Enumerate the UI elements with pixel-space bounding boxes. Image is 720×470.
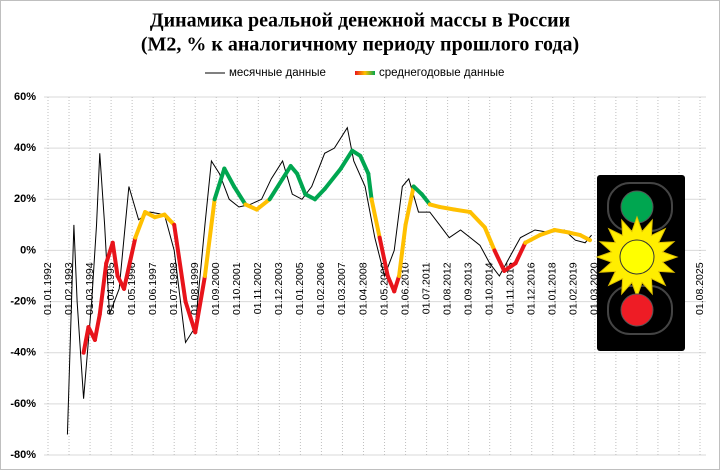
annual-line-segment <box>468 210 487 230</box>
x-tick-label: 01.10.2014 <box>483 262 495 315</box>
x-tick-label: 01.12.2003 <box>273 262 285 315</box>
annual-line-segment <box>133 210 148 240</box>
x-tick-label: 01.06.1997 <box>147 262 159 315</box>
annual-line-segment <box>267 176 285 202</box>
annual-line-segment <box>193 274 207 335</box>
x-tick-label: 01.01.2018 <box>547 262 559 315</box>
annual-line-segment <box>183 299 198 335</box>
annual-line-segment <box>366 171 374 202</box>
y-tick-label: 40% <box>14 142 36 154</box>
annual-line-segment <box>392 274 402 294</box>
annual-line-segment <box>110 240 120 278</box>
plot <box>66 126 592 435</box>
annual-line-segment <box>578 233 592 243</box>
chart-subtitle: (М2, % к аналогичному периоду прошлого г… <box>141 34 579 56</box>
x-tick-label: 01.09.2013 <box>462 262 474 315</box>
annual-line-segment <box>482 225 497 253</box>
annual-line-segment <box>358 153 371 176</box>
annual-line-segment <box>338 148 355 171</box>
annual-line-segment <box>537 227 557 238</box>
annual-line-segment <box>162 212 177 227</box>
x-tick-label: 01.07.1998 <box>168 262 180 315</box>
annual-line-segment <box>523 233 542 245</box>
y-tick-label: 60% <box>14 91 36 103</box>
x-tick-label: 01.11.2015 <box>504 262 516 314</box>
y-tick-label: -20% <box>10 295 36 307</box>
annual-line-segment <box>397 222 408 278</box>
annual-line-segment <box>212 166 227 202</box>
yellow-light <box>619 239 655 275</box>
annual-line-segment <box>232 184 248 207</box>
y-tick-label: -60% <box>10 398 36 410</box>
annual-line-segment <box>295 171 308 197</box>
annual-line-segment <box>254 197 272 212</box>
red-light <box>620 293 654 327</box>
y-tick-label: -80% <box>10 449 36 461</box>
legend-label: среднегодовые данные <box>379 67 504 79</box>
annual-line-segment <box>322 166 343 192</box>
y-tick-label: 0% <box>20 244 36 256</box>
x-tick-label: 01.11.2002 <box>252 262 264 314</box>
x-tick-label: 01.02.1993 <box>63 262 75 315</box>
legend-label: месячные данные <box>229 67 326 79</box>
traffic-light <box>595 175 685 351</box>
x-tick-label: 01.08.2025 <box>694 262 706 315</box>
annual-line-segment <box>202 197 217 278</box>
y-tick-label: -40% <box>10 347 36 359</box>
y-tick-label: 20% <box>14 193 36 205</box>
x-tick-label: 01.08.2012 <box>441 262 453 315</box>
annual-line-segment <box>92 312 102 342</box>
x-tick-label: 01.09.2000 <box>210 262 222 315</box>
x-tick-label: 01.04.2008 <box>357 262 369 315</box>
annual-line-segment <box>502 261 518 273</box>
annual-line-segment <box>419 192 432 207</box>
annual-line-segment <box>377 235 390 278</box>
annual-line-segment <box>403 184 416 227</box>
x-tick-label: 01.02.2019 <box>568 262 580 315</box>
annual-line-segment <box>552 227 571 235</box>
x-tick-label: 01.07.2011 <box>420 262 432 314</box>
annual-line-segment <box>280 164 293 181</box>
annual-line-segment <box>81 325 91 355</box>
annual-line-segment <box>172 222 188 304</box>
annual-line-segment <box>437 204 457 212</box>
x-tick-label: 01.03.2007 <box>336 262 348 315</box>
annual-line-segment <box>312 187 327 202</box>
annual-line-segment <box>369 197 382 240</box>
annual-line-segment <box>452 207 473 215</box>
annual-line-segment <box>492 248 507 273</box>
x-tick-label: 01.02.2006 <box>315 262 327 315</box>
x-tick-label: 01.06.2010 <box>399 262 411 315</box>
x-tick-label: 01.01.2005 <box>294 262 306 315</box>
annual-line-segment <box>222 166 237 189</box>
annual-line-segment <box>513 240 528 266</box>
x-tick-label: 01.12.2016 <box>526 262 538 315</box>
x-tick-label: 01.10.2001 <box>231 262 243 315</box>
annual-line-segment <box>122 235 138 291</box>
x-tick-label: 01.01.1992 <box>42 262 54 315</box>
annual-line-segment <box>243 202 259 212</box>
chart-title: Динамика реальной денежной массы в Росси… <box>150 10 570 32</box>
annual-line-segment <box>97 261 109 317</box>
